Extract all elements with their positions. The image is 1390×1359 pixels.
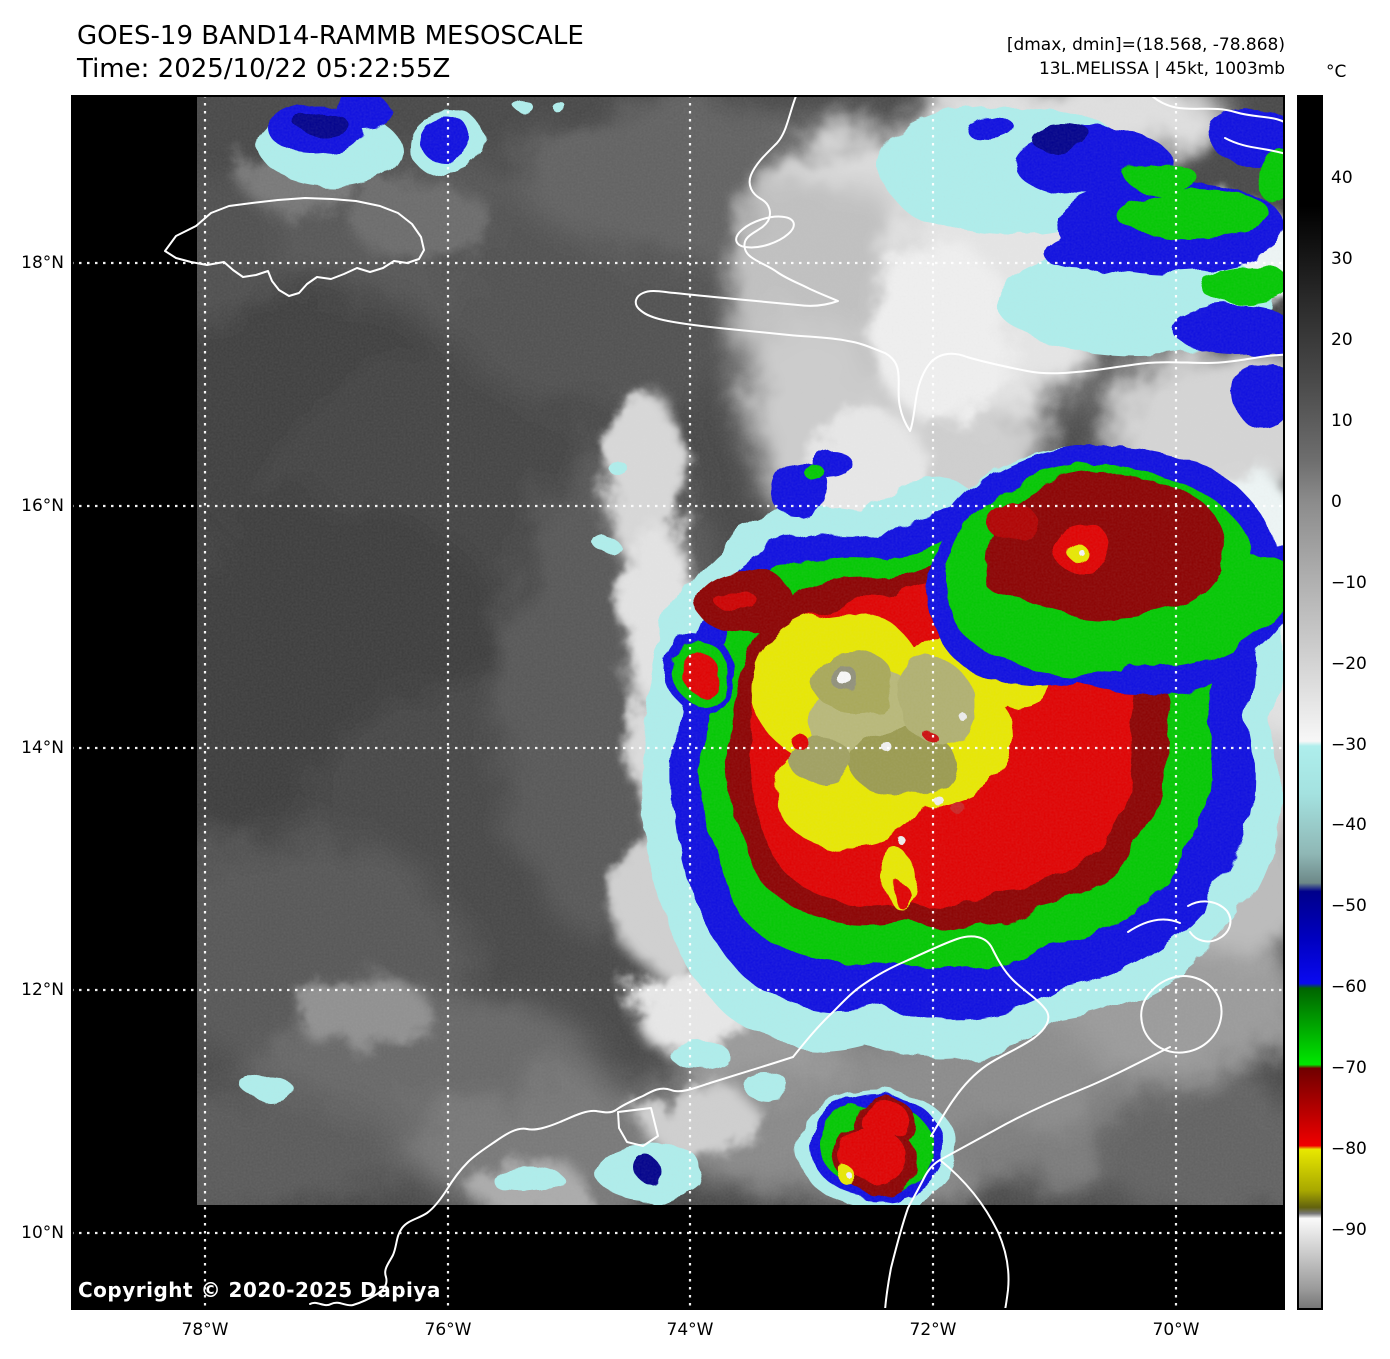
colorbar-tick: 40	[1331, 168, 1353, 189]
title-block: GOES-19 BAND14-RAMMB MESOSCALE Time: 202…	[77, 20, 584, 86]
satellite-image	[71, 95, 1285, 1310]
colorbar	[1297, 95, 1323, 1310]
colorbar-tick: −90	[1331, 1219, 1367, 1240]
coastline-venezuela	[884, 1046, 1171, 1310]
coastline-paraguana-fragment	[1127, 918, 1181, 933]
colorbar-tick: −10	[1331, 572, 1367, 593]
colorbar-tick: 0	[1331, 491, 1342, 512]
colorbar-tick: −80	[1331, 1139, 1367, 1160]
info-block: [dmax, dmin]=(18.568, -78.868) 13L.MELIS…	[1007, 33, 1285, 81]
coastline-dr-east	[1151, 95, 1285, 124]
lat-label: 18°N	[21, 253, 64, 273]
lon-label: 78°W	[181, 1320, 229, 1340]
noise-overlay	[197, 95, 1285, 1205]
satellite-map: Copyright © 2020-2025 Dapiya	[71, 95, 1285, 1310]
lat-label: 14°N	[21, 738, 64, 758]
product-title: GOES-19 BAND14-RAMMB MESOSCALE	[77, 21, 584, 51]
lon-label: 76°W	[424, 1320, 472, 1340]
coastlines-group	[164, 95, 1285, 1310]
colorbar-tick: 10	[1331, 410, 1353, 431]
lat-label: 10°N	[21, 1223, 64, 1243]
colorbar-tick: −40	[1331, 815, 1367, 836]
lon-label: 70°W	[1152, 1320, 1200, 1340]
dmax-dmin-readout: [dmax, dmin]=(18.568, -78.868)	[1006, 35, 1285, 55]
coastline-maracaibo	[1140, 975, 1223, 1054]
lon-label: 74°W	[666, 1320, 714, 1340]
colorbar-unit-label: °C	[1326, 62, 1347, 82]
colorbar-tick: 20	[1331, 330, 1353, 351]
colorbar-tick: −30	[1331, 734, 1367, 755]
lat-label: 12°N	[21, 980, 64, 1000]
storm-readout: 13L.MELISSA | 45kt, 1003mb	[1038, 59, 1285, 79]
colorbar-tick: −50	[1331, 896, 1367, 917]
colorbar-tick: −70	[1331, 1058, 1367, 1079]
timestamp: Time: 2025/10/22 05:22:55Z	[77, 54, 451, 84]
coastline-hispaniola	[634, 95, 1285, 432]
colorbar-tick: −20	[1331, 653, 1367, 674]
colorbar-tick: −60	[1331, 977, 1367, 998]
copyright-label: Copyright © 2020-2025 Dapiya	[78, 1278, 441, 1302]
coastline-jamaica	[164, 197, 425, 297]
colorbar-tick: 30	[1331, 249, 1353, 270]
lon-label: 72°W	[909, 1320, 957, 1340]
coastline-cienaga-lagoon	[617, 1107, 659, 1147]
coastline-venezuela-branch	[939, 1159, 1010, 1310]
coastline-guajira	[792, 935, 1050, 1137]
coastline-gonave-island	[735, 215, 795, 249]
gridlines-group	[71, 95, 1285, 1310]
satellite-data-region	[197, 95, 1285, 1205]
coastline-islands-fragment	[1187, 900, 1232, 943]
coastline-colombia	[309, 1056, 794, 1307]
lat-label: 16°N	[21, 496, 64, 516]
coastline-dr-east-2	[1224, 137, 1285, 155]
map-frame	[71, 95, 1285, 1310]
